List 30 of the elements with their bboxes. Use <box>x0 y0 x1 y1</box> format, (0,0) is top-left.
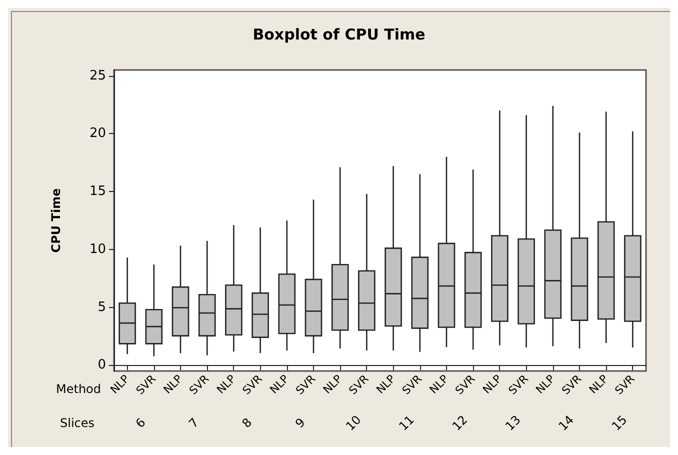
y-tick-label: 15 <box>89 184 106 200</box>
text: 9 <box>292 415 308 431</box>
y-tick-label: 20 <box>89 126 106 142</box>
y-axis-title: CPU Time <box>49 188 63 253</box>
text: 10 <box>343 412 364 434</box>
x-tick-label: NLP <box>320 372 345 396</box>
text: 12 <box>449 412 470 434</box>
x-tick-label: NLP <box>427 372 452 396</box>
x-tick-label: NLP <box>161 372 186 396</box>
text: 7 <box>186 415 202 431</box>
x-tick-label: NLP <box>214 372 239 396</box>
text: 8 <box>239 415 255 431</box>
x-tick-label: NLP <box>374 372 398 396</box>
chart-title: Boxplot of CPU Time <box>252 26 426 44</box>
y-tick-label: 5 <box>98 300 106 315</box>
text: 13 <box>502 412 524 434</box>
y-tick-label: 10 <box>89 242 106 257</box>
text: Method <box>56 382 102 396</box>
text: 6 <box>132 415 148 431</box>
x-tick-label: NLP <box>108 372 132 396</box>
text: 15 <box>609 412 630 434</box>
text: 14 <box>556 412 577 434</box>
text: Slices <box>60 416 95 430</box>
text: 11 <box>396 412 417 434</box>
x-tick-label: NLP <box>480 372 505 396</box>
y-tick-label: 25 <box>89 68 106 84</box>
y-tick-label: 0 <box>98 358 106 373</box>
x-tick-label: NLP <box>586 372 611 396</box>
x-tick-label: NLP <box>533 372 558 396</box>
x-tick-label: NLP <box>267 372 292 396</box>
